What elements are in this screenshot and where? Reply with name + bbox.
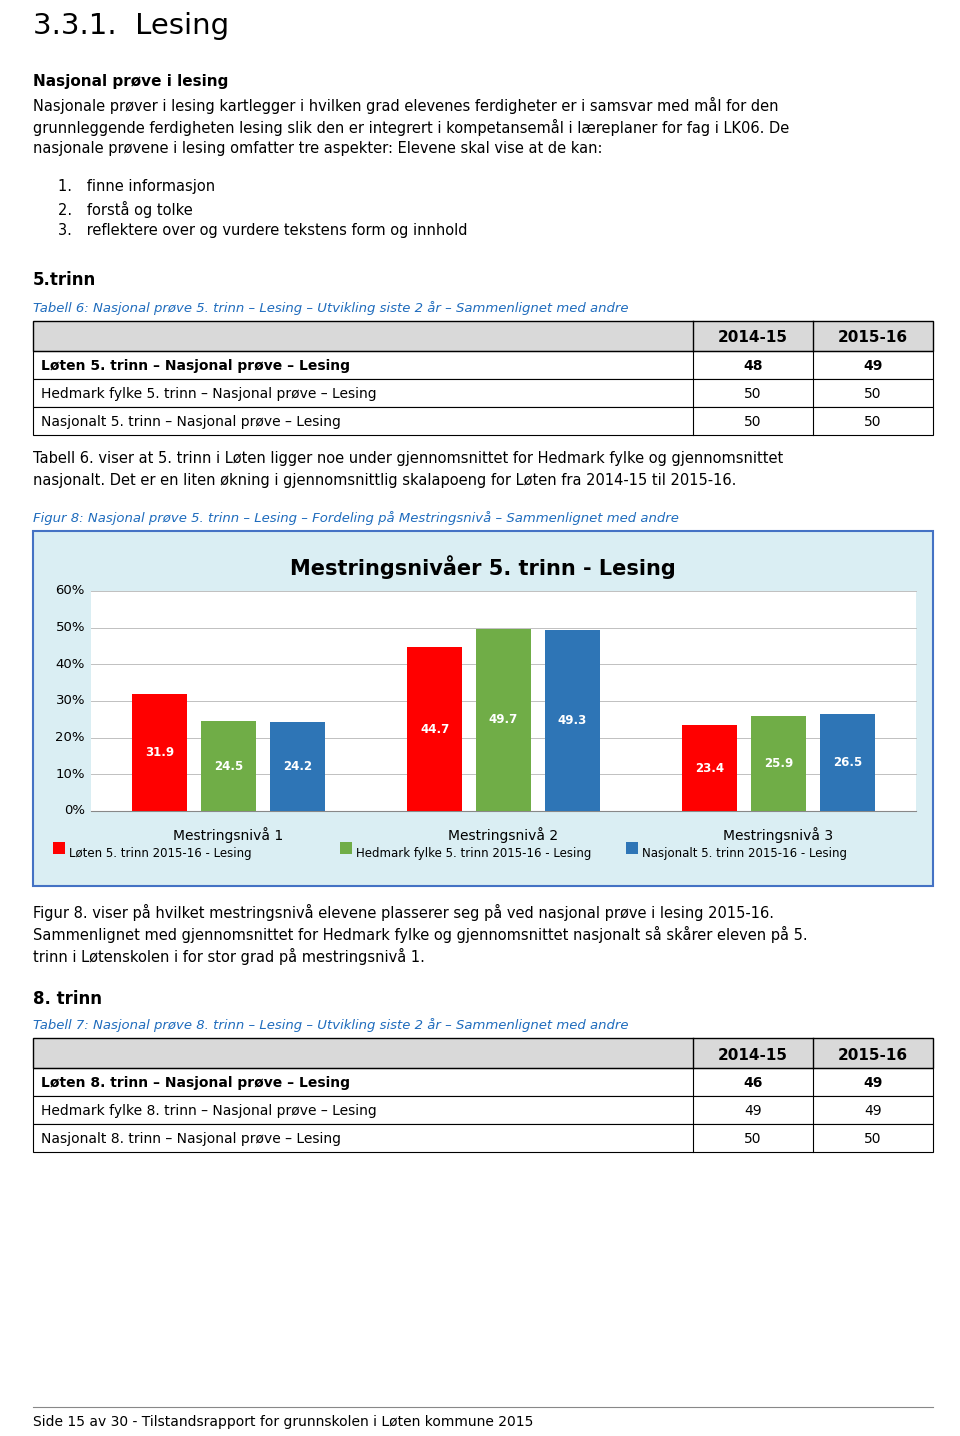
Text: 2015-16: 2015-16 xyxy=(838,330,908,346)
Text: 49.7: 49.7 xyxy=(489,714,518,727)
Text: Nasjonalt 5. trinn 2015-16 - Lesing: Nasjonalt 5. trinn 2015-16 - Lesing xyxy=(642,847,848,860)
Text: nasjonale prøvene i lesing omfatter tre aspekter: Elevene skal vise at de kan:: nasjonale prøvene i lesing omfatter tre … xyxy=(33,141,603,157)
Text: nasjonalt. Det er en liten økning i gjennomsnittlig skalapoeng for Løten fra 201: nasjonalt. Det er en liten økning i gjen… xyxy=(33,472,736,488)
Bar xyxy=(683,725,737,811)
Text: 25.9: 25.9 xyxy=(764,757,793,770)
Text: 30%: 30% xyxy=(56,695,85,708)
Text: Figur 8. viser på hvilket mestringsnivå elevene plasserer seg på ved nasjonal pr: Figur 8. viser på hvilket mestringsnivå … xyxy=(33,905,774,920)
Text: 49: 49 xyxy=(863,359,882,373)
Text: 31.9: 31.9 xyxy=(145,747,175,760)
Text: 20%: 20% xyxy=(56,731,85,744)
Bar xyxy=(33,1038,933,1068)
Bar xyxy=(33,406,933,435)
Bar xyxy=(91,592,916,811)
Bar xyxy=(33,531,933,886)
Text: 24.2: 24.2 xyxy=(282,760,312,773)
Text: Hedmark fylke 5. trinn – Nasjonal prøve – Lesing: Hedmark fylke 5. trinn – Nasjonal prøve … xyxy=(41,386,376,401)
Text: 49: 49 xyxy=(863,1076,882,1090)
Text: Tabell 7: Nasjonal prøve 8. trinn – Lesing – Utvikling siste 2 år – Sammenlignet: Tabell 7: Nasjonal prøve 8. trinn – Lesi… xyxy=(33,1018,629,1032)
Bar xyxy=(201,721,256,811)
Text: Tabell 6: Nasjonal prøve 5. trinn – Lesing – Utvikling siste 2 år – Sammenlignet: Tabell 6: Nasjonal prøve 5. trinn – Lesi… xyxy=(33,302,629,314)
Text: Nasjonal prøve i lesing: Nasjonal prøve i lesing xyxy=(33,75,228,89)
Bar xyxy=(33,322,933,350)
Bar xyxy=(270,722,324,811)
Text: Nasjonalt 5. trinn – Nasjonal prøve – Lesing: Nasjonalt 5. trinn – Nasjonal prøve – Le… xyxy=(41,415,341,429)
Text: 50: 50 xyxy=(864,415,881,429)
Text: 50: 50 xyxy=(864,1132,881,1146)
Text: Mestringsnivåer 5. trinn - Lesing: Mestringsnivåer 5. trinn - Lesing xyxy=(290,556,676,579)
Text: 40%: 40% xyxy=(56,658,85,671)
Text: Løten 8. trinn – Nasjonal prøve – Lesing: Løten 8. trinn – Nasjonal prøve – Lesing xyxy=(41,1076,350,1090)
Text: Side 15 av 30 - Tilstandsrapport for grunnskolen i Løten kommune 2015: Side 15 av 30 - Tilstandsrapport for gru… xyxy=(33,1414,534,1429)
Text: 44.7: 44.7 xyxy=(420,722,449,735)
Text: Tabell 6. viser at 5. trinn i Løten ligger noe under gjennomsnittet for Hedmark : Tabell 6. viser at 5. trinn i Løten ligg… xyxy=(33,451,783,467)
Text: 2014-15: 2014-15 xyxy=(718,330,788,346)
Bar xyxy=(53,841,65,854)
Bar xyxy=(33,1096,933,1124)
Text: 26.5: 26.5 xyxy=(832,755,862,768)
Text: 50%: 50% xyxy=(56,622,85,635)
Text: 2014-15: 2014-15 xyxy=(718,1047,788,1063)
Text: grunnleggende ferdigheten lesing slik den er integrert i kompetansemål i lærepla: grunnleggende ferdigheten lesing slik de… xyxy=(33,119,789,136)
Text: Nasjonale prøver i lesing kartlegger i hvilken grad elevenes ferdigheter er i sa: Nasjonale prøver i lesing kartlegger i h… xyxy=(33,98,779,113)
Bar xyxy=(132,694,187,811)
Text: 46: 46 xyxy=(743,1076,762,1090)
Bar xyxy=(407,648,463,811)
Bar xyxy=(33,1068,933,1096)
Bar xyxy=(33,322,933,350)
Text: 49: 49 xyxy=(744,1104,762,1119)
Text: trinn i Løtenskolen i for stor grad på mestringsnivå 1.: trinn i Løtenskolen i for stor grad på m… xyxy=(33,948,425,965)
Bar xyxy=(33,1038,933,1068)
Text: 1.  finne informasjon: 1. finne informasjon xyxy=(58,180,215,194)
Text: Løten 5. trinn 2015-16 - Lesing: Løten 5. trinn 2015-16 - Lesing xyxy=(69,847,252,860)
Bar xyxy=(33,379,933,406)
Bar xyxy=(33,1124,933,1152)
Text: 60%: 60% xyxy=(56,584,85,597)
Text: Mestringsnivå 3: Mestringsnivå 3 xyxy=(724,827,833,843)
Text: 49: 49 xyxy=(864,1104,882,1119)
Text: Hedmark fylke 8. trinn – Nasjonal prøve – Lesing: Hedmark fylke 8. trinn – Nasjonal prøve … xyxy=(41,1104,376,1119)
Text: 3.3.1.  Lesing: 3.3.1. Lesing xyxy=(33,11,229,40)
Text: 50: 50 xyxy=(744,1132,761,1146)
Text: Mestringsnivå 2: Mestringsnivå 2 xyxy=(448,827,559,843)
Bar xyxy=(626,841,638,854)
Text: 3.  reflektere over og vurdere tekstens form og innhold: 3. reflektere over og vurdere tekstens f… xyxy=(58,223,468,238)
Bar xyxy=(820,714,875,811)
Bar xyxy=(340,841,351,854)
Text: Figur 8: Nasjonal prøve 5. trinn – Lesing – Fordeling på Mestringsnivå – Sammenl: Figur 8: Nasjonal prøve 5. trinn – Lesin… xyxy=(33,511,679,526)
Text: Mestringsnivå 1: Mestringsnivå 1 xyxy=(174,827,283,843)
Text: Løten 5. trinn – Nasjonal prøve – Lesing: Løten 5. trinn – Nasjonal prøve – Lesing xyxy=(41,359,350,373)
Text: 23.4: 23.4 xyxy=(695,761,724,774)
Text: 5.trinn: 5.trinn xyxy=(33,271,96,289)
Text: 0%: 0% xyxy=(64,804,85,817)
Bar xyxy=(476,629,531,811)
Text: Nasjonalt 8. trinn – Nasjonal prøve – Lesing: Nasjonalt 8. trinn – Nasjonal prøve – Le… xyxy=(41,1132,341,1146)
Text: 50: 50 xyxy=(744,386,761,401)
Text: Hedmark fylke 5. trinn 2015-16 - Lesing: Hedmark fylke 5. trinn 2015-16 - Lesing xyxy=(355,847,591,860)
Text: 24.5: 24.5 xyxy=(214,760,243,773)
Text: 50: 50 xyxy=(744,415,761,429)
Text: 2.  forstå og tolke: 2. forstå og tolke xyxy=(58,201,193,218)
Text: Sammenlignet med gjennomsnittet for Hedmark fylke og gjennomsnittet nasjonalt så: Sammenlignet med gjennomsnittet for Hedm… xyxy=(33,926,807,943)
Text: 50: 50 xyxy=(864,386,881,401)
Bar xyxy=(751,717,806,811)
Bar xyxy=(544,630,600,811)
Text: 49.3: 49.3 xyxy=(558,714,587,727)
Text: 8. trinn: 8. trinn xyxy=(33,989,102,1008)
Text: 2015-16: 2015-16 xyxy=(838,1047,908,1063)
Text: 10%: 10% xyxy=(56,768,85,781)
Bar xyxy=(33,350,933,379)
Text: 48: 48 xyxy=(743,359,763,373)
